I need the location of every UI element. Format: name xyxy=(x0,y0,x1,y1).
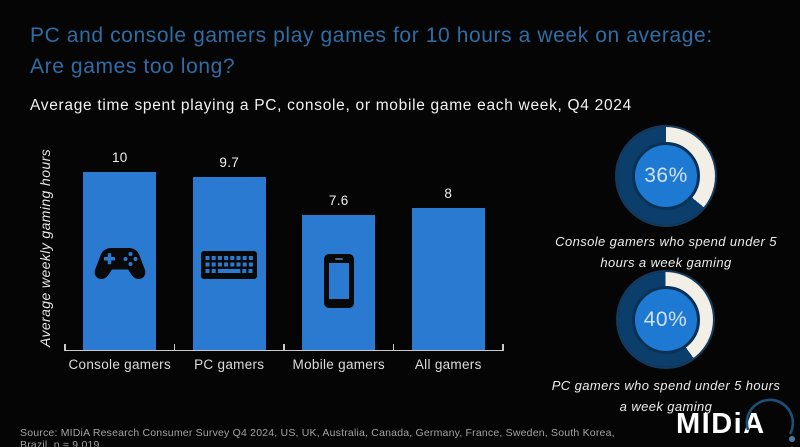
bar-cell-mobile-gamers: 7.6 xyxy=(284,140,394,350)
donut-console-caption-line2: hours a week gaming xyxy=(600,255,732,270)
donut-pc-caption: PC gamers who spend under 5 hours a week… xyxy=(531,375,800,417)
donut-console-caption-line1: Console gamers who spend under 5 xyxy=(555,234,777,249)
source-note: Source: MIDiA Research Consumer Survey Q… xyxy=(20,427,615,447)
x-axis-tick-3 xyxy=(392,344,394,351)
bar-cell-pc-gamers: 9.7 xyxy=(175,140,285,350)
page-title: PC and console gamers play games for 10 … xyxy=(30,20,775,82)
donut-pc-caption-line1: PC gamers who spend under 5 hours xyxy=(551,378,781,393)
donut-console-value: 36% xyxy=(632,142,700,210)
bar-mobile-gamers xyxy=(302,214,376,350)
donut-pc-caption-line2: a week gaming xyxy=(619,399,713,414)
x-label-pc-gamers: PC gamers xyxy=(194,357,265,372)
gamepad-icon xyxy=(94,248,146,279)
donut-pc-value: 40% xyxy=(631,285,700,354)
donut-chart-pc: 40% xyxy=(618,272,713,367)
page-title-line2: Are games too long? xyxy=(30,55,236,78)
y-axis-label: Average weekly gaming hours xyxy=(37,148,53,348)
x-axis-tick-0 xyxy=(64,344,66,351)
x-label-all-gamers: All gamers xyxy=(414,357,482,372)
bar-console-gamers xyxy=(83,172,157,350)
bar-value-all-gamers: 8 xyxy=(444,185,453,201)
x-label-console-gamers: Console gamers xyxy=(68,357,171,372)
x-axis-line xyxy=(64,344,504,351)
x-axis-tick-1 xyxy=(173,344,175,351)
bar-value-mobile-gamers: 7.6 xyxy=(328,192,349,208)
donut-console-caption: Console gamers who spend under 5 hours a… xyxy=(531,231,800,273)
x-axis-category-labels: Console gamers PC gamers Mobile gamers All … xyxy=(65,357,503,377)
bar-value-console-gamers: 10 xyxy=(111,150,128,165)
bar-value-pc-gamers: 9.7 xyxy=(219,155,240,171)
bar-cell-all-gamers: 8 xyxy=(394,140,504,350)
bar-chart-plot-area: 10 9.7 7.6 8 xyxy=(65,140,503,350)
x-axis-tick-4 xyxy=(502,344,504,351)
smartphone-icon xyxy=(323,254,354,308)
x-label-mobile-gamers: Mobile gamers xyxy=(292,357,385,372)
midia-logo-swoosh-icon xyxy=(745,398,795,442)
bar-all-gamers xyxy=(411,207,485,350)
donut-chart-console: 36% xyxy=(617,127,715,225)
bar-pc-gamers xyxy=(192,177,266,350)
page-title-line1: PC and console gamers play games for 10 … xyxy=(30,24,713,47)
keyboard-icon xyxy=(201,251,258,279)
bar-cell-console-gamers: 10 xyxy=(65,140,175,350)
chart-subtitle: Average time spent playing a PC, console… xyxy=(30,97,632,114)
x-axis-tick-2 xyxy=(283,344,285,351)
